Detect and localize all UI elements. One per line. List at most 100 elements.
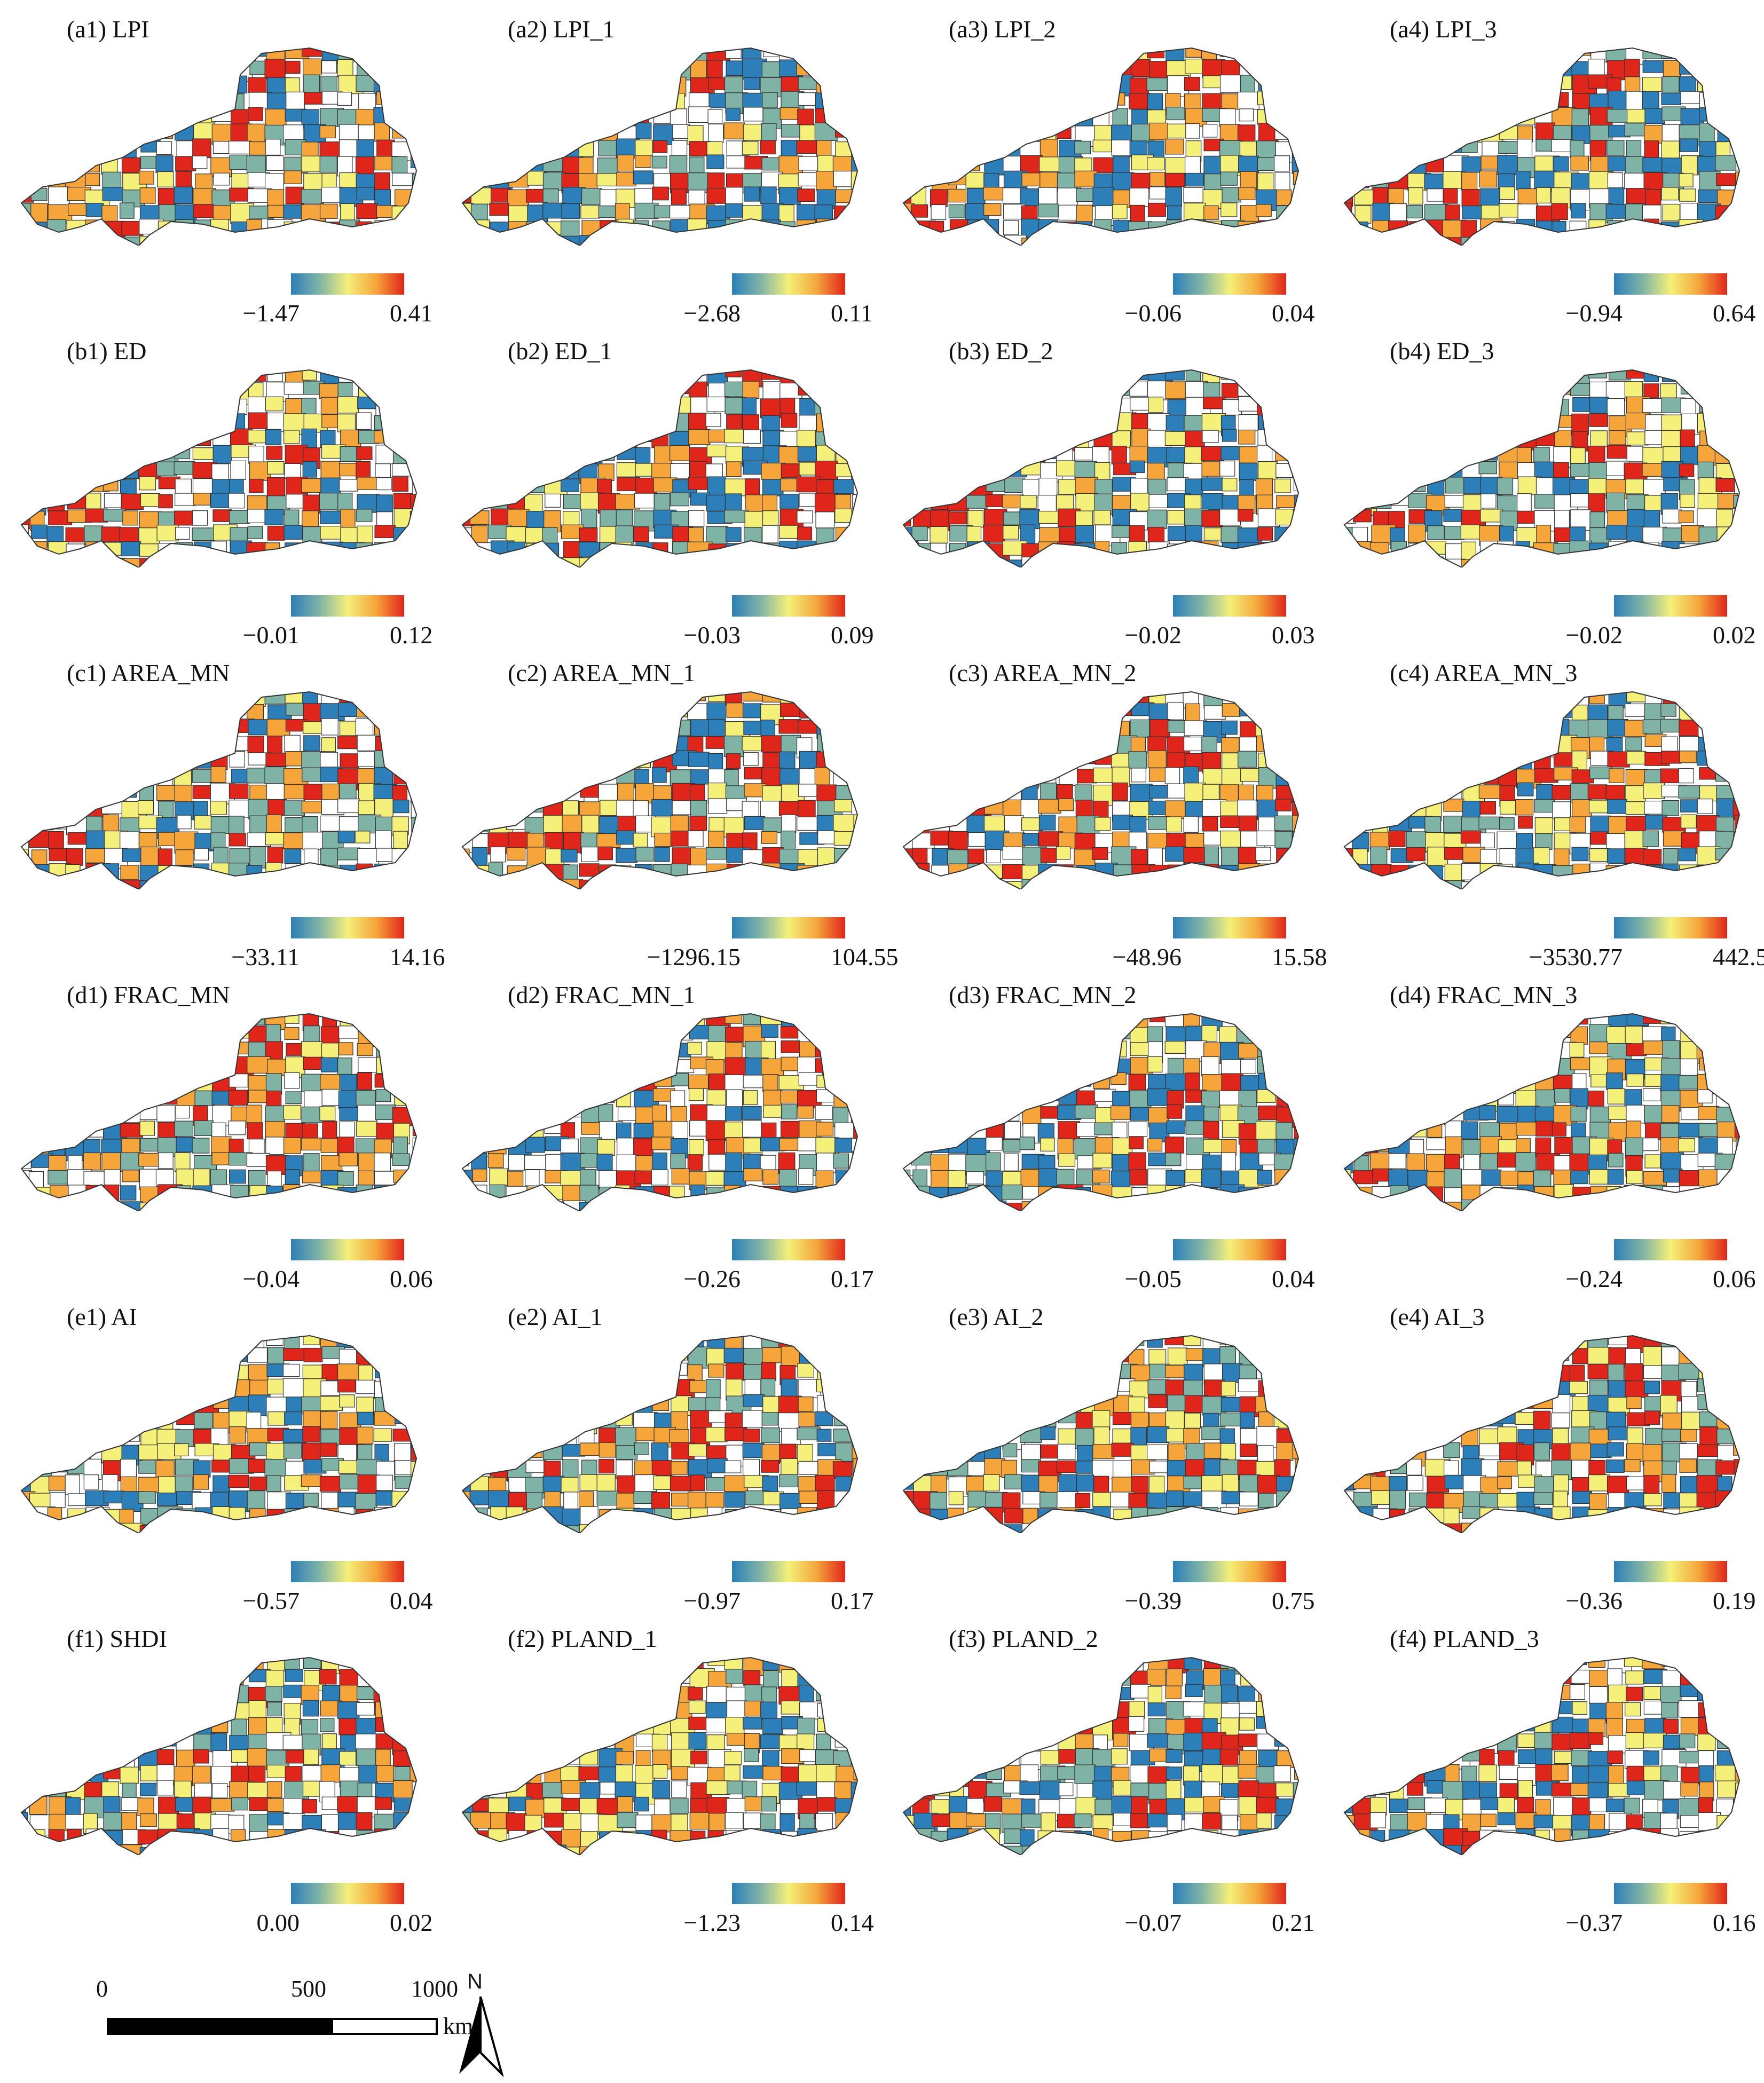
map-region [780,558,796,567]
map-region [931,431,955,446]
map-region [1679,188,1696,202]
map-region [542,413,558,426]
map-region [1699,1014,1718,1033]
map-region [1092,879,1117,889]
map-region [85,447,101,468]
map-region [48,1057,64,1074]
map-region [1344,879,1356,889]
map-region [526,381,550,401]
map-region [983,463,1000,484]
map-region [249,784,269,800]
map-region [228,493,245,509]
map-region [983,60,1009,79]
map-region [1389,237,1407,246]
map-region [1427,188,1444,202]
map-region [1353,1024,1374,1042]
map-region [1461,1057,1482,1074]
region-outline [1343,1013,1741,1211]
map-region [489,202,509,216]
map-region [1075,525,1094,543]
map-region [410,370,416,379]
map-region [507,752,526,773]
map-region [672,692,696,707]
panel-title: (d4) FRAC_MN_3 [1390,981,1578,1008]
map-region [1373,48,1396,58]
map-region [1057,1072,1076,1089]
map-region [29,541,48,558]
map-region [1715,478,1738,492]
map-region [1128,1121,1148,1137]
map-region [1344,106,1351,127]
map-region [903,511,911,527]
map-region [1388,139,1409,155]
map-region [634,91,657,113]
map-region [319,141,341,157]
map-region [1408,1105,1432,1123]
map-region [139,476,156,491]
map-region [85,76,108,91]
map-region [724,1202,749,1211]
map-region [706,60,723,81]
map-region [543,59,563,81]
map-region [508,720,530,741]
legend-color-bar [291,917,404,938]
map-region [816,218,841,233]
map-region [814,1027,837,1042]
map-region [192,736,215,755]
map-region [524,1155,550,1170]
map-region [1238,751,1257,768]
map-region [471,1107,494,1121]
map-region [65,447,90,461]
map-region [948,785,965,803]
map-region [1570,783,1589,803]
map-region [929,220,944,239]
map-region [1276,190,1292,206]
map-region [1408,413,1431,432]
map-region [489,447,511,461]
map-region [1094,721,1112,741]
map-region [487,1014,513,1031]
map-region [507,1072,529,1093]
map-region [1038,1168,1058,1189]
map-region [213,48,234,65]
map-region [1056,1169,1075,1186]
map-region [669,1203,690,1211]
map-region [1292,881,1298,889]
map-region [193,60,211,79]
map-region [392,1014,415,1030]
map-region [283,558,301,567]
map-region [1292,1025,1298,1043]
map-region [356,139,374,158]
map-region [949,692,967,705]
map-region [1021,77,1039,91]
map-region [489,1184,506,1201]
map-region [30,1073,55,1087]
map-region [1372,692,1397,707]
map-region [1059,767,1078,786]
map-region [1094,1088,1116,1102]
map-region [1372,155,1397,172]
map-region [1716,109,1735,124]
map-region [817,370,840,388]
map-region [462,477,478,499]
map-region [597,692,622,708]
map-region [1462,767,1482,783]
map-region [102,413,121,427]
map-region [1292,414,1298,430]
map-region [597,736,615,755]
map-region [302,1364,323,1379]
map-region [489,478,505,493]
map-region [1644,236,1665,246]
map-region [1407,1170,1429,1189]
map-region [1148,767,1168,782]
map-region [1734,236,1739,246]
map-region [1344,1090,1350,1107]
map-region [1716,878,1736,889]
map-region [832,1058,857,1071]
map-region [912,477,932,490]
map-region [600,704,615,717]
map-region [374,1171,395,1186]
map-region [21,704,29,727]
map-region [84,1058,105,1072]
map-region [1019,1040,1041,1056]
